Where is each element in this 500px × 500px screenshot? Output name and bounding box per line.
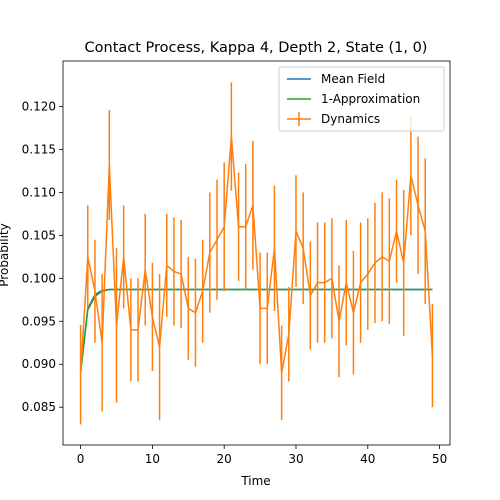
- x-tick-label: 20: [217, 452, 232, 466]
- series-dynamics: [79, 82, 434, 425]
- plot-frame: [62, 60, 451, 446]
- x-tick-label: 10: [145, 452, 160, 466]
- chart-title: Contact Process, Kappa 4, Depth 2, State…: [85, 40, 428, 56]
- y-tick-label: 0.105: [22, 228, 56, 242]
- y-tick-label: 0.100: [22, 271, 56, 285]
- x-tick-label: 30: [288, 452, 303, 466]
- series-line-1-approximation: [79, 288, 433, 373]
- y-tick-label: 0.095: [22, 314, 56, 328]
- legend-item: Mean Field: [287, 72, 385, 86]
- series-line-mean-field: [79, 288, 433, 373]
- legend-label: 1-Approximation: [321, 92, 420, 106]
- x-tick-label: 0: [77, 452, 85, 466]
- legend-item: 1-Approximation: [287, 92, 420, 106]
- series-line-dynamics: [79, 135, 434, 375]
- plot-series: [79, 82, 434, 425]
- y-tick-label: 0.120: [22, 100, 56, 114]
- x-axis-label: Time: [240, 474, 270, 488]
- legend: Mean Field 1-Approximation Dynamics: [278, 66, 445, 132]
- y-tick-label: 0.090: [22, 357, 56, 371]
- y-tick-label: 0.110: [22, 185, 56, 199]
- y-tick-label: 0.115: [22, 142, 56, 156]
- legend-item: Dynamics: [287, 112, 380, 126]
- legend-label: Dynamics: [321, 112, 380, 126]
- y-axis: 0.085 0.090 0.095 0.100 0.105 0.110 0.115 0.120: [22, 100, 63, 414]
- series-mean-field: [79, 288, 433, 373]
- y-axis-label: Probability: [0, 223, 11, 286]
- y-tick-label: 0.085: [22, 400, 56, 414]
- legend-label: Mean Field: [321, 72, 385, 86]
- x-axis: 0 10 20 30 40 50: [77, 445, 447, 466]
- series-1-approximation: [79, 288, 433, 373]
- x-tick-label: 50: [432, 452, 447, 466]
- x-tick-label: 40: [360, 452, 375, 466]
- legend-box: [278, 66, 445, 132]
